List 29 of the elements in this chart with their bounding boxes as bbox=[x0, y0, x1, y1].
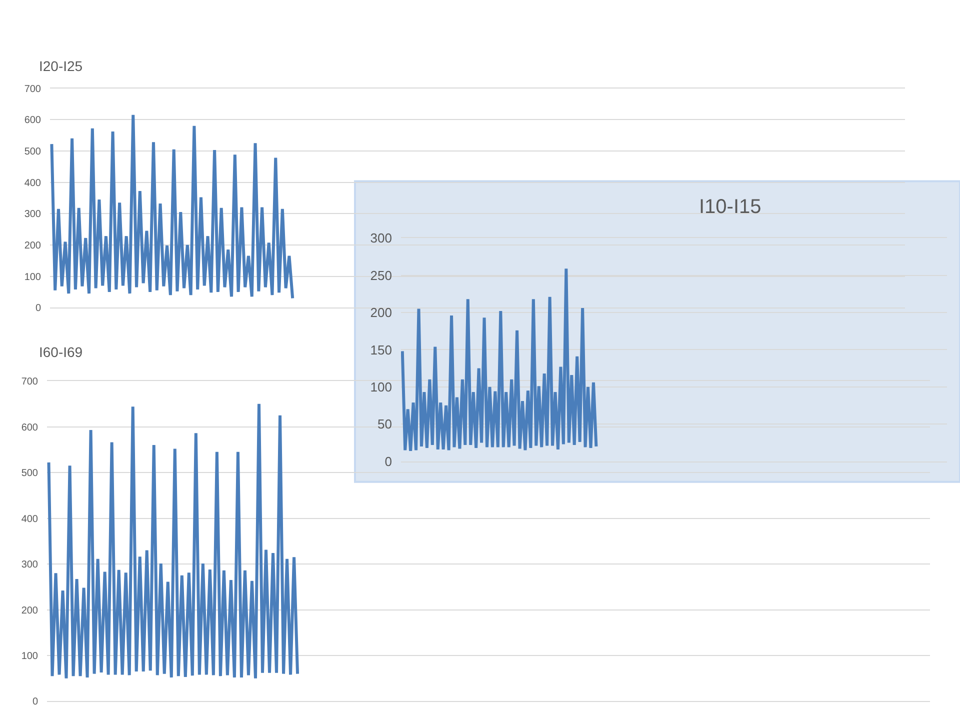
y-tick-label: 250 bbox=[370, 268, 392, 283]
y-tick-label: 0 bbox=[384, 454, 392, 469]
y-tick-label: 600 bbox=[21, 422, 38, 434]
line-series bbox=[50, 113, 294, 300]
y-tick-label: 200 bbox=[21, 605, 38, 616]
y-tick-label: 200 bbox=[24, 240, 42, 252]
y-tick-label: 700 bbox=[24, 84, 42, 95]
y-tick-label: 300 bbox=[24, 209, 42, 220]
y-tick-label: 400 bbox=[21, 514, 38, 525]
y-tick-label: 500 bbox=[21, 468, 38, 480]
y-tick-label: 400 bbox=[24, 178, 42, 189]
y-tick-label: 0 bbox=[32, 696, 38, 708]
y-tick-label: 100 bbox=[24, 272, 42, 283]
chart-title: I60-I69 bbox=[39, 344, 83, 360]
y-tick-label: 300 bbox=[370, 230, 392, 246]
y-tick-label: 0 bbox=[35, 303, 42, 314]
chart-title: I10-I15 bbox=[699, 196, 762, 218]
y-tick-label: 600 bbox=[24, 115, 42, 126]
line-series bbox=[401, 267, 598, 452]
y-tick-label: 50 bbox=[378, 416, 392, 432]
y-tick-label: 150 bbox=[370, 342, 392, 358]
y-tick-label: 100 bbox=[21, 650, 38, 662]
y-tick-label: 500 bbox=[24, 146, 42, 158]
line-series bbox=[47, 402, 300, 680]
y-tick-label: 200 bbox=[370, 305, 392, 320]
y-tick-label: 700 bbox=[21, 376, 38, 388]
y-tick-label: 100 bbox=[370, 379, 392, 394]
chart-title: I20-I25 bbox=[39, 58, 83, 74]
y-tick-label: 300 bbox=[21, 560, 38, 570]
